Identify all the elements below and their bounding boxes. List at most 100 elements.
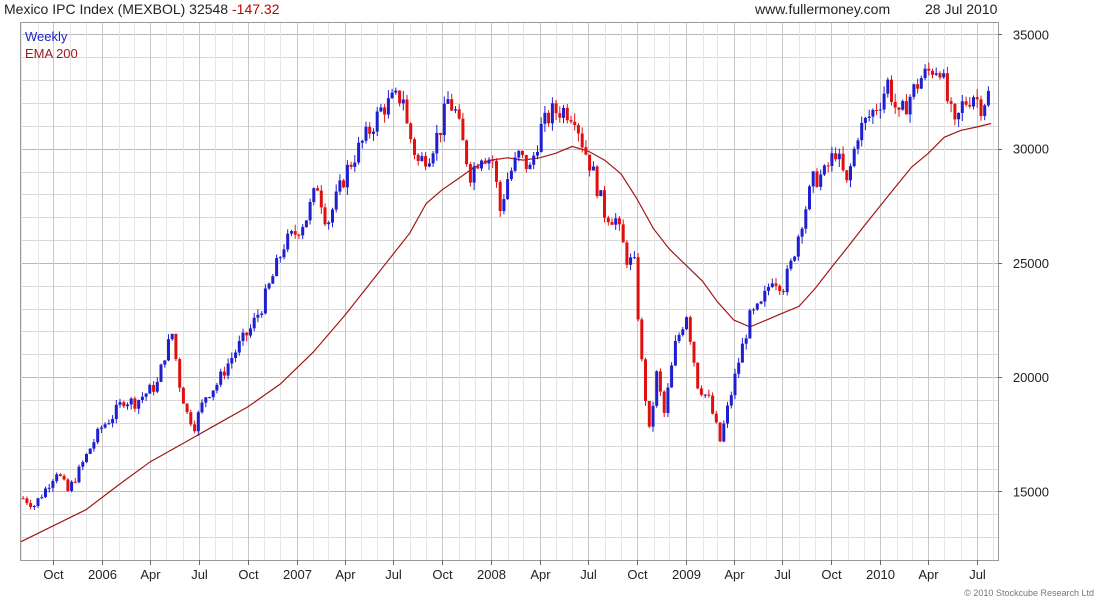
candle-body: [565, 107, 569, 121]
candle-body: [185, 403, 189, 413]
candle-up: [957, 112, 961, 127]
candle-body: [696, 362, 700, 389]
candle-body: [271, 276, 275, 284]
candle-body: [163, 360, 167, 365]
candle-up: [509, 167, 513, 181]
legend: Weekly EMA 200: [25, 29, 78, 61]
candle-body: [178, 359, 182, 388]
candle-up: [655, 370, 659, 408]
candle-up: [722, 420, 726, 443]
candle-up: [681, 327, 685, 337]
candle-body: [588, 154, 592, 171]
candle-down: [491, 155, 495, 169]
candle-body: [722, 423, 726, 442]
candle-up: [536, 145, 539, 160]
candle-body: [543, 112, 547, 124]
ema-200-path: [20, 122, 992, 543]
candle-up: [785, 265, 789, 296]
candle-up: [442, 96, 446, 142]
candle-down: [904, 94, 908, 115]
candle-body: [483, 160, 487, 164]
candle-body: [740, 343, 744, 363]
x-tick-label: Oct: [627, 567, 648, 582]
candle-down: [964, 96, 968, 107]
candle-body: [964, 101, 968, 105]
candle-body: [461, 118, 465, 141]
candle-body: [591, 166, 595, 171]
candle-body: [47, 487, 51, 489]
x-tick-label: Apr: [724, 567, 745, 582]
candle-body: [849, 166, 852, 181]
candle-down: [584, 140, 588, 156]
candle-up: [632, 251, 636, 259]
candle-body: [487, 159, 491, 164]
candle-body: [975, 97, 979, 100]
candle-body: [420, 156, 424, 161]
candle-down: [573, 113, 577, 131]
candle-body: [569, 120, 573, 122]
candle-up: [849, 163, 852, 188]
candle-body: [986, 90, 990, 106]
candle-down: [342, 178, 346, 189]
candle-down: [133, 396, 137, 412]
candle-up: [673, 335, 677, 367]
candle-up: [92, 439, 96, 452]
candle-down: [606, 215, 610, 226]
candle-body: [379, 107, 383, 112]
candle-body: [770, 283, 774, 287]
candle-body: [181, 387, 185, 404]
candle-up: [819, 169, 823, 191]
candle-up: [666, 383, 670, 417]
candle-down: [927, 62, 931, 76]
candle-down: [297, 233, 301, 239]
candle-body: [629, 257, 633, 265]
candle-up: [789, 258, 793, 271]
candle-body: [204, 397, 208, 403]
x-tick-label: Apr: [140, 567, 161, 582]
candle-up: [562, 104, 565, 124]
candle-body: [837, 153, 841, 160]
candle-body: [670, 365, 674, 388]
candle-up: [908, 94, 912, 123]
candle-down: [778, 284, 782, 296]
candle-up: [472, 162, 476, 191]
candle-up: [137, 399, 141, 414]
candle-down: [413, 137, 416, 160]
candle-body: [811, 171, 815, 187]
candle-body: [632, 257, 636, 259]
candle-body: [856, 140, 860, 149]
candle-up: [755, 303, 759, 311]
x-tick-label: 2007: [283, 567, 312, 582]
candle-up: [539, 117, 543, 153]
candle-up: [126, 402, 129, 410]
x-tick-label: Oct: [432, 567, 453, 582]
candle-down: [476, 163, 480, 170]
candle-body: [25, 498, 29, 504]
candle-up: [856, 137, 860, 155]
candle-body: [699, 388, 703, 395]
candle-up: [837, 148, 841, 167]
candle-up: [40, 494, 44, 499]
candle-up: [591, 161, 595, 171]
candle-body: [51, 481, 55, 488]
grid: [21, 23, 998, 560]
candle-body: [133, 398, 137, 409]
candle-body: [327, 222, 331, 225]
candle-body: [890, 79, 893, 102]
candle-body: [286, 233, 290, 250]
candle-body: [681, 329, 685, 335]
x-tick-label: Jul: [191, 567, 208, 582]
candle-up: [822, 164, 826, 176]
candle-body: [62, 475, 66, 480]
candle-up: [215, 382, 219, 394]
y-axis: 15000 20000 25000 30000 35000: [998, 27, 1049, 499]
candle-body: [931, 70, 934, 75]
candle-body: [882, 93, 886, 110]
candle-body: [945, 73, 949, 102]
candle-up: [267, 282, 271, 290]
candle-up: [252, 312, 256, 332]
candle-body: [468, 164, 472, 183]
candle-up: [480, 159, 483, 172]
candle-body: [737, 362, 741, 374]
candle-down: [439, 132, 443, 143]
